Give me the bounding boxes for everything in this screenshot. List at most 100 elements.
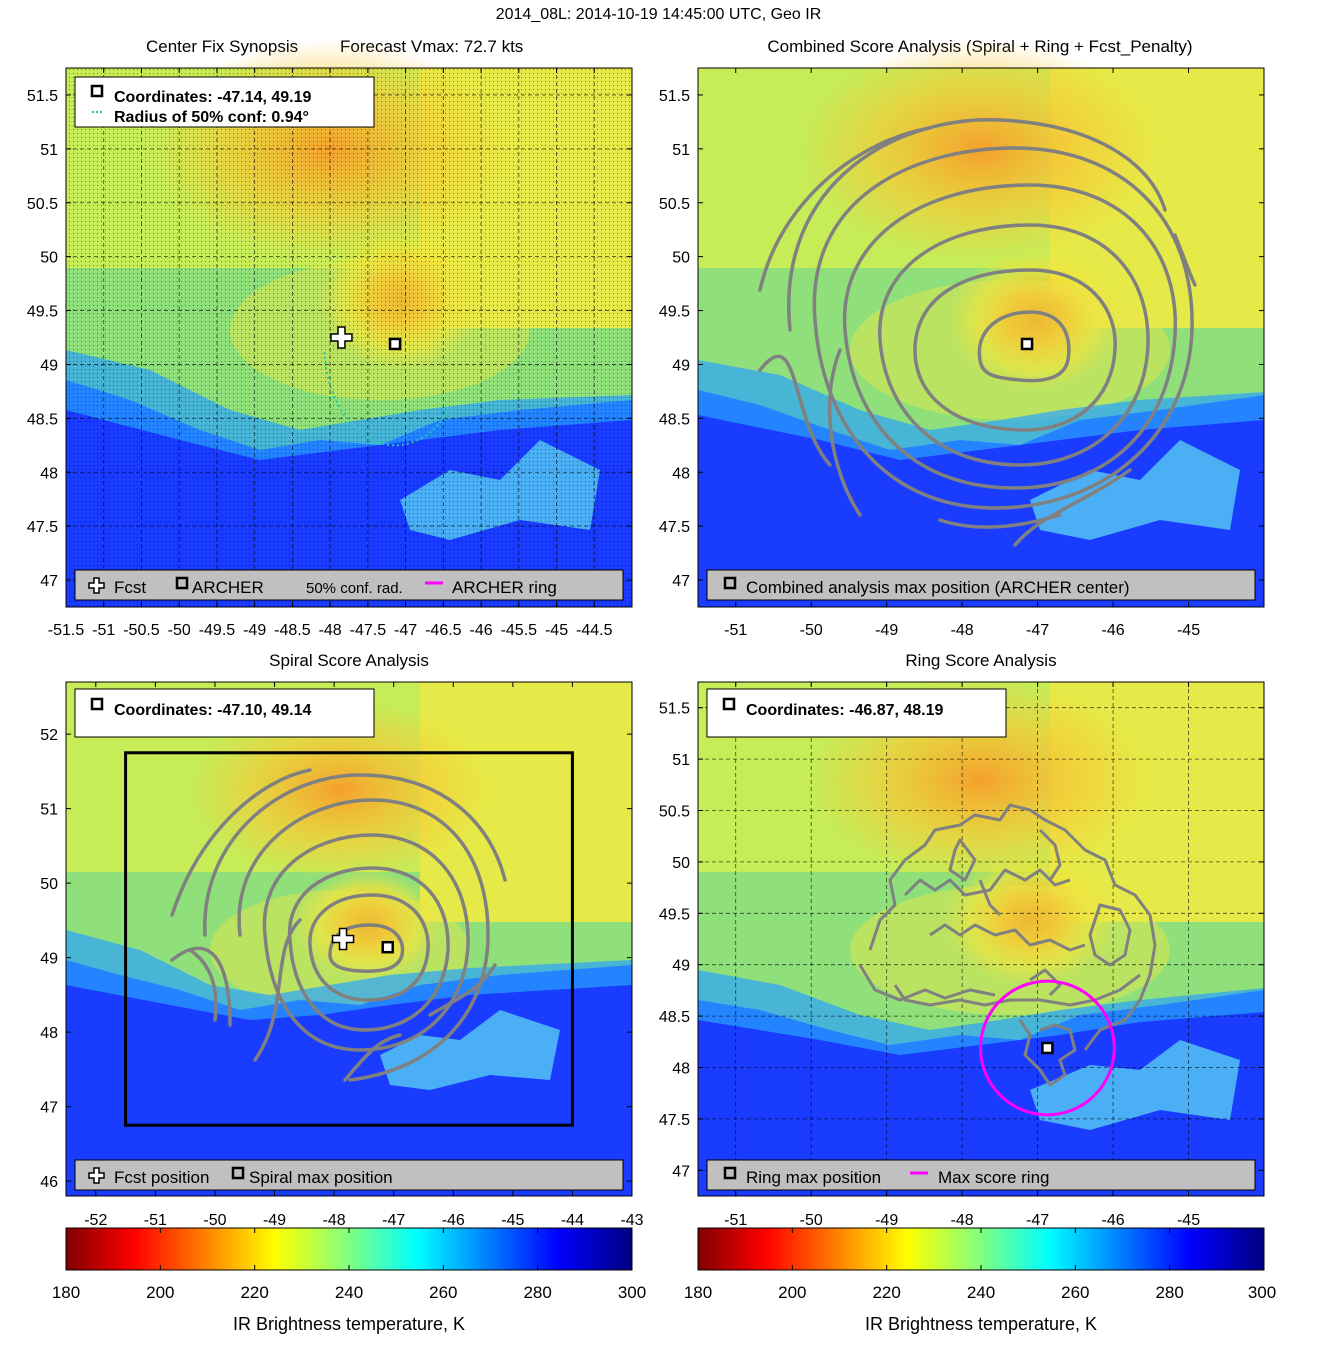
y-tick-label: 49.5: [27, 304, 58, 321]
panel3-score-contours: [170, 768, 507, 1082]
y-tick-label: 51.5: [27, 88, 58, 105]
x-tick-label: -49: [243, 622, 266, 639]
x-tick-label: -48: [323, 1212, 346, 1229]
panel3-legend-max-icon: [231, 1166, 245, 1180]
y-tick-label: 47.5: [659, 519, 690, 536]
y-tick-label: 49.5: [659, 304, 690, 321]
y-tick-label: 47: [672, 573, 690, 590]
panel2-legend-max: Combined analysis max position (ARCHER c…: [746, 578, 1130, 597]
panel4-info-coordinates: Coordinates: -46.87, 48.19: [746, 702, 944, 719]
x-tick-label: -43: [620, 1212, 643, 1229]
x-tick-label: -48: [951, 1212, 974, 1229]
x-tick-label: -47: [1026, 622, 1049, 639]
panel4-score-contours: [858, 803, 1157, 1087]
y-tick-label: 47: [40, 573, 58, 590]
y-tick-label: 48: [40, 465, 58, 482]
panel4-max-marker: [1041, 1041, 1054, 1055]
panel2-legend-max-icon: [723, 576, 737, 590]
panel4-ir-image: [698, 680, 1264, 1196]
colorbar-left: 180 200 220 240 260 280 300: [52, 1227, 646, 1302]
panel3-frame: [65, 681, 633, 1197]
x-tick-label: -48: [319, 622, 342, 639]
y-tick-label: 51: [672, 752, 690, 769]
panel1-legend: [74, 569, 624, 601]
x-tick-label: -46.5: [425, 622, 462, 639]
panel1-archer-marker: [388, 337, 402, 351]
x-tick-label: -51: [144, 1212, 167, 1229]
y-tick-label: 50: [672, 855, 690, 872]
y-tick-label: 49: [40, 357, 58, 374]
panel2: -51 -50 -49 -48 -47 -46 -45 47 47.5 48 48.5 49 49.5…: [659, 40, 1265, 639]
x-tick-label: -44: [561, 1212, 584, 1229]
panel3: -52 -51 -50 -49 -48 -47 -46 -45 -44 -43 46 47 48 49 5…: [40, 681, 644, 1229]
panel4-info-max-icon: [722, 697, 736, 711]
colorbar-right-gradient: [697, 1227, 1265, 1271]
x-tick-label: -45: [545, 622, 568, 639]
y-tick-label: 47: [40, 1100, 58, 1117]
colorbar-left-label: IR Brightness temperature, K: [232, 1314, 466, 1334]
panel1: -51.5 -51 -50.5 -50 -49.5 -49 -48.5 -48 -47.5 -47…: [27, 40, 633, 639]
panel3-fcst-marker: [331, 927, 355, 951]
panel4-info-box: [706, 688, 1007, 738]
colorbar-tick-label: 180: [52, 1283, 80, 1302]
panel4-legend-ring: Max score ring: [938, 1168, 1049, 1187]
x-tick-label: -51: [92, 622, 115, 639]
figure-title: 2014_08L: 2014-10-19 14:45:00 UTC, Geo I…: [495, 6, 822, 23]
panel2-x-ticks: -51 -50 -49 -48 -47 -46 -45: [724, 68, 1200, 639]
panel3-info-coordinates: Coordinates: -47.10, 49.14: [114, 702, 312, 719]
panel2-score-contours: [758, 118, 1197, 547]
panel1-info-box: [74, 76, 375, 128]
y-tick-label: 51: [40, 142, 58, 159]
panel3-legend: [74, 1159, 624, 1191]
x-tick-label: -51: [724, 1212, 747, 1229]
panel3-search-box: [124, 751, 574, 1127]
panel3-x-ticks: -52 -51 -50 -49 -48 -47 -46 -45 -44 -43: [84, 682, 644, 1229]
y-tick-label: 48.5: [659, 1009, 690, 1026]
panel1-legend-archer: ARCHER: [192, 578, 264, 597]
x-tick-label: -48: [951, 622, 974, 639]
panel4-x-ticks: -51 -50 -49 -48 -47 -46 -45: [724, 682, 1200, 1229]
x-tick-label: -48.5: [274, 622, 311, 639]
x-tick-label: -47: [1026, 1212, 1049, 1229]
y-tick-label: 50.5: [659, 196, 690, 213]
x-tick-label: -52: [84, 1212, 107, 1229]
panel2-y-ticks: 47 47.5 48 48.5 49 49.5 50 50.5 51 51.5: [659, 88, 1264, 590]
panel1-legend-fcst: Fcst: [114, 578, 146, 597]
panel2-frame: [697, 67, 1265, 608]
x-tick-label: -47.5: [350, 622, 387, 639]
y-tick-label: 49.5: [659, 906, 690, 923]
panel4-max-score-ring: [979, 979, 1116, 1117]
panel3-legend-fcst-icon: [88, 1167, 105, 1184]
colorbar-tick-label: 280: [523, 1283, 551, 1302]
colorbar-left-gradient: [65, 1227, 633, 1271]
panel3-legend-max: Spiral max position: [249, 1168, 393, 1187]
colorbar-tick-label: 260: [1061, 1283, 1089, 1302]
y-tick-label: 52: [40, 727, 58, 744]
x-tick-label: -45: [1177, 1212, 1200, 1229]
x-tick-label: -44.5: [576, 622, 613, 639]
x-tick-label: -46: [1102, 622, 1125, 639]
colorbar-tick-label: 300: [618, 1283, 646, 1302]
panel4-y-ticks: 47 47.5 48 48.5 49 49.5 50 50.5 51 51.5: [659, 701, 1264, 1180]
colorbar-tick-label: 300: [1248, 1283, 1276, 1302]
x-tick-label: -49.5: [199, 622, 236, 639]
x-tick-label: -46: [1102, 1212, 1125, 1229]
y-tick-label: 51: [40, 802, 58, 819]
x-tick-label: -49: [263, 1212, 286, 1229]
panel4-title: Ring Score Analysis: [905, 651, 1057, 670]
colorbar-right: 180 200 220 240 260 280 300: [684, 1227, 1276, 1302]
panel3-y-ticks: 46 47 48 49 50 51 52: [40, 727, 632, 1191]
panel3-info-box: [74, 688, 375, 738]
colorbar-tick-label: 200: [778, 1283, 806, 1302]
panel1-legend-ring: ARCHER ring: [452, 578, 557, 597]
panel1-info-radius: Radius of 50% conf: 0.94°: [114, 109, 309, 126]
panel2-max-marker: [1020, 337, 1034, 351]
colorbar-tick-label: 240: [335, 1283, 363, 1302]
y-tick-label: 48: [40, 1025, 58, 1042]
y-tick-label: 50: [40, 250, 58, 267]
panel1-y-ticks: 47 47.5 48 48.5 49 49.5 50 50.5 51 51.5: [27, 88, 632, 590]
x-tick-label: -46: [470, 622, 493, 639]
colorbar-tick-label: 280: [1155, 1283, 1183, 1302]
panel4: -51 -50 -49 -48 -47 -46 -45 47 47.5 48 48.5 49 49.5…: [659, 680, 1265, 1229]
